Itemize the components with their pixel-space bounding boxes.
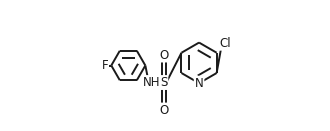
Text: N: N — [195, 77, 203, 90]
Text: F: F — [101, 59, 108, 72]
Text: O: O — [159, 103, 168, 117]
Text: O: O — [159, 48, 168, 62]
Text: NH: NH — [143, 76, 160, 89]
Text: S: S — [160, 76, 167, 89]
Text: Cl: Cl — [219, 37, 231, 50]
